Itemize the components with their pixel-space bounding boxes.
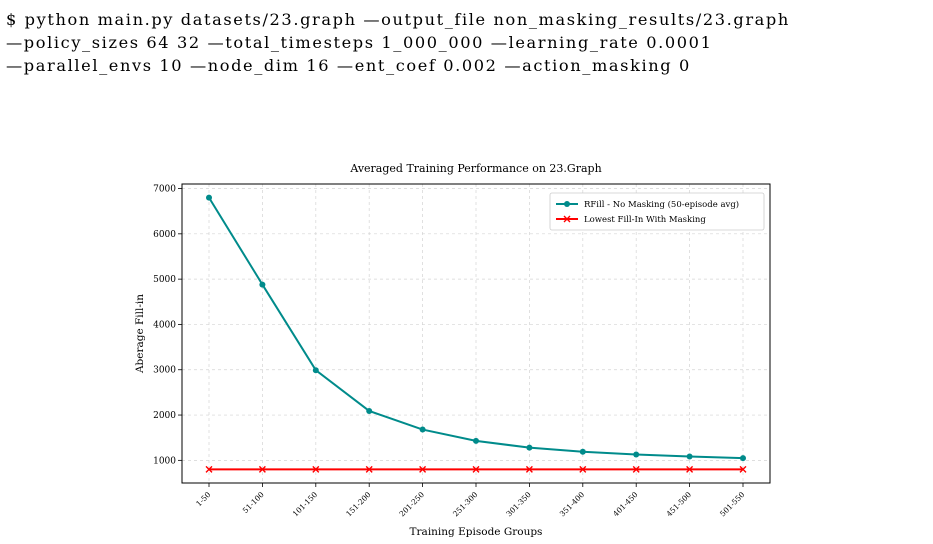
series-layer — [205, 194, 747, 473]
data-point — [419, 426, 426, 433]
data-point — [579, 448, 586, 455]
data-point — [206, 194, 212, 201]
data-point — [740, 455, 746, 462]
x-tick-label: 251-300 — [451, 490, 480, 519]
data-point — [259, 281, 266, 288]
legend-box — [549, 192, 765, 231]
legend-label: Lowest Fill-In With Masking — [584, 215, 706, 225]
y-tick-label: 1000 — [153, 456, 176, 466]
x-tick-label: 51-100 — [241, 490, 266, 515]
data-point — [366, 407, 373, 414]
data-point — [686, 453, 693, 460]
grid — [182, 184, 770, 483]
x-tick-label: 101-150 — [291, 490, 320, 519]
data-point — [739, 465, 747, 473]
data-point — [312, 465, 320, 473]
command-line-1: $ python main.py datasets/23.graph —outp… — [6, 10, 790, 29]
x-axis-label: Training Episode Groups — [410, 526, 543, 538]
command-line-2: —policy_sizes 64 32 —total_timesteps 1_0… — [6, 33, 713, 52]
x-tick-label: 201-250 — [398, 490, 427, 519]
data-point — [633, 451, 640, 458]
legend-label: RFill - No Masking (50-episode avg) — [584, 199, 739, 210]
data-point — [419, 465, 427, 473]
y-tick-label: 2000 — [153, 411, 176, 421]
data-point — [205, 465, 213, 473]
x-tick-label: 1-50 — [194, 490, 212, 508]
data-point — [473, 437, 479, 444]
axes: 1000 2000 3000 4000 5000 6000 7000 1-50 51-100 10… — [153, 185, 746, 519]
x-tick-label: 451-500 — [665, 490, 694, 519]
data-point — [258, 465, 266, 473]
x-tick-label: 501-550 — [718, 490, 747, 519]
y-tick-label: 4000 — [153, 320, 176, 330]
command-text: $ python main.py datasets/23.graph —outp… — [6, 8, 931, 77]
x-tick-label: 401-450 — [611, 490, 640, 519]
series-1 — [206, 194, 746, 462]
y-tick-label: 6000 — [153, 230, 176, 240]
data-point — [526, 444, 533, 451]
legend-marker — [563, 215, 571, 223]
data-point — [365, 465, 373, 473]
command-line-3: —parallel_envs 10 —node_dim 16 —ent_coef… — [6, 56, 691, 75]
legend: RFill - No Masking (50-episode avg) Lowes… — [549, 192, 765, 231]
x-tick-label: 351-400 — [558, 490, 587, 519]
data-point — [472, 465, 480, 473]
data-point — [579, 465, 587, 473]
y-tick-label: 7000 — [153, 185, 176, 195]
y-tick-label: 3000 — [153, 366, 176, 376]
chart-title: Averaged Training Performance on 23.Grap… — [349, 162, 601, 175]
series-2 — [205, 465, 747, 473]
x-tick-label: 301-350 — [504, 490, 533, 519]
data-point — [632, 465, 640, 473]
y-axis-label: Aberage Fill-in — [134, 294, 146, 374]
x-tick-label: 151-200 — [344, 490, 373, 519]
data-point — [686, 465, 694, 473]
legend-marker — [564, 201, 570, 207]
y-tick-label: 5000 — [153, 275, 176, 285]
data-point — [312, 367, 319, 374]
data-point — [525, 465, 533, 473]
